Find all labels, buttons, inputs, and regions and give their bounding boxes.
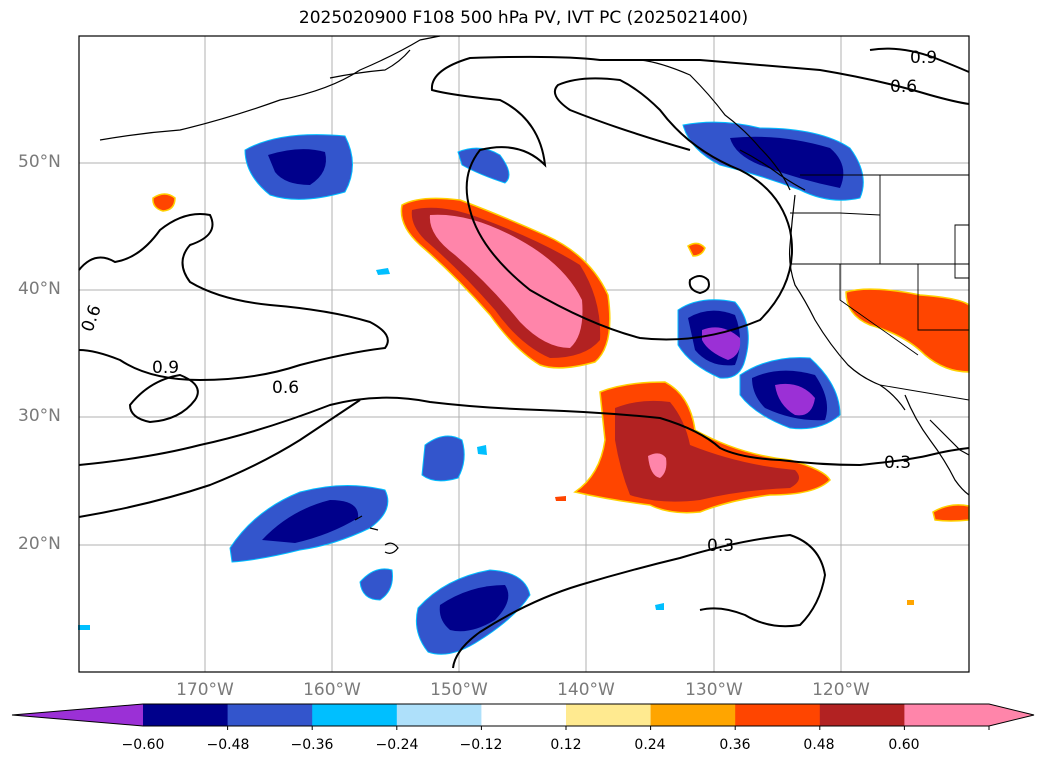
bc-islands: [739, 149, 806, 191]
contour-06-north: [430, 55, 970, 341]
lat-label: 30°N: [18, 406, 61, 426]
colorbar-outline: [11, 703, 1035, 727]
lon-label: 150°W: [430, 680, 488, 700]
colorbar-tick: 0.36: [719, 737, 751, 753]
colorbar-tick: −0.12: [459, 737, 503, 753]
contour-lines: [78, 47, 970, 669]
lat-label: 40°N: [18, 279, 61, 299]
pos-speck-4: [907, 600, 914, 605]
neg-blob-south-core: [439, 585, 509, 632]
pos-speck-1: [152, 193, 176, 212]
contour-03-lower: [78, 399, 361, 518]
colorbar-segment: [312, 704, 398, 726]
lon-label: 170°W: [176, 680, 234, 700]
pos-speck-3: [555, 496, 566, 501]
colorbar-tick: −0.60: [121, 737, 165, 753]
negative-pv-regions: [78, 121, 864, 655]
colorbar-tick: 0.12: [550, 737, 582, 753]
contour-small-ring: [688, 275, 710, 295]
lon-label: 160°W: [303, 680, 361, 700]
ca-nv-border: [839, 264, 919, 356]
contour-09-west: [128, 373, 199, 424]
colorbar-segment: [650, 704, 736, 726]
wa-or-border: [790, 212, 881, 216]
contour-label: 0.3: [884, 453, 911, 473]
colorbar-tick: −0.24: [375, 737, 419, 753]
colorbar-tick: 0.24: [634, 737, 666, 753]
lon-label: 140°W: [557, 680, 615, 700]
contour-label: 0.9: [910, 48, 937, 68]
pos-blob-main-pink: [429, 214, 583, 348]
neg-speck-4: [477, 445, 487, 455]
neg-speck-1: [376, 268, 390, 275]
baja-coast: [904, 394, 970, 496]
colorbar-segment: [227, 704, 313, 726]
contour-09-ne: [869, 47, 970, 73]
contour-label: 0.6: [890, 77, 917, 97]
pos-blob-east: [845, 288, 970, 373]
alaska-coast: [99, 35, 441, 141]
contour-06-lower: [78, 396, 970, 467]
colorbar-tick: −0.48: [206, 737, 250, 753]
neg-blob-hawaii-n: [421, 435, 465, 482]
neg-speck-2: [655, 603, 664, 610]
us-mexico-border: [879, 384, 970, 401]
contour-label: 0.9: [152, 358, 179, 378]
lon-label: 120°W: [812, 680, 870, 700]
contour-06-west: [78, 213, 389, 382]
hawaii-islands: [354, 515, 399, 554]
colorbar-tick: −0.36: [290, 737, 334, 753]
neg-blob-small-sw: [359, 568, 393, 601]
map-title: 2025020900 F108 500 hPa PV, IVT PC (2025…: [298, 8, 749, 28]
map-frame: [78, 35, 970, 673]
pos-blob-mid-pink: [648, 453, 667, 478]
colorbar-segment: [819, 704, 905, 726]
neg-blob-west-sw-core: [262, 500, 359, 543]
contour-label: 0.6: [272, 378, 299, 398]
colorbar-segment: [396, 704, 482, 726]
neg-speck-3: [78, 625, 90, 630]
neg-blob-nw-core: [268, 149, 326, 185]
colorbar-tick: 0.48: [803, 737, 835, 753]
colorbar-segment: [143, 704, 229, 726]
colorbar-segment: [481, 704, 567, 726]
colorbar-tick: 0.60: [888, 737, 920, 753]
colorbar-segment: [566, 704, 652, 726]
contour-label: 0.3: [707, 536, 734, 556]
colorbar-extend-high: [989, 704, 1034, 726]
pos-speck-2: [687, 242, 706, 257]
alaska-inlet: [329, 49, 411, 79]
lat-label: 20°N: [18, 534, 61, 554]
lat-label: 50°N: [18, 152, 61, 172]
colorbar-extend-low: [12, 704, 143, 726]
colorbar-segment: [904, 704, 990, 726]
se-alaska-coast: [639, 59, 791, 191]
colorbar: [11, 703, 1035, 730]
positive-pv-regions: [152, 193, 970, 605]
lon-label: 130°W: [685, 680, 743, 700]
colorbar-segment: [735, 704, 821, 726]
neg-blob-ca-south-core: [775, 383, 815, 416]
neg-blob-small-north: [457, 147, 510, 184]
contour-03-south: [452, 533, 827, 669]
